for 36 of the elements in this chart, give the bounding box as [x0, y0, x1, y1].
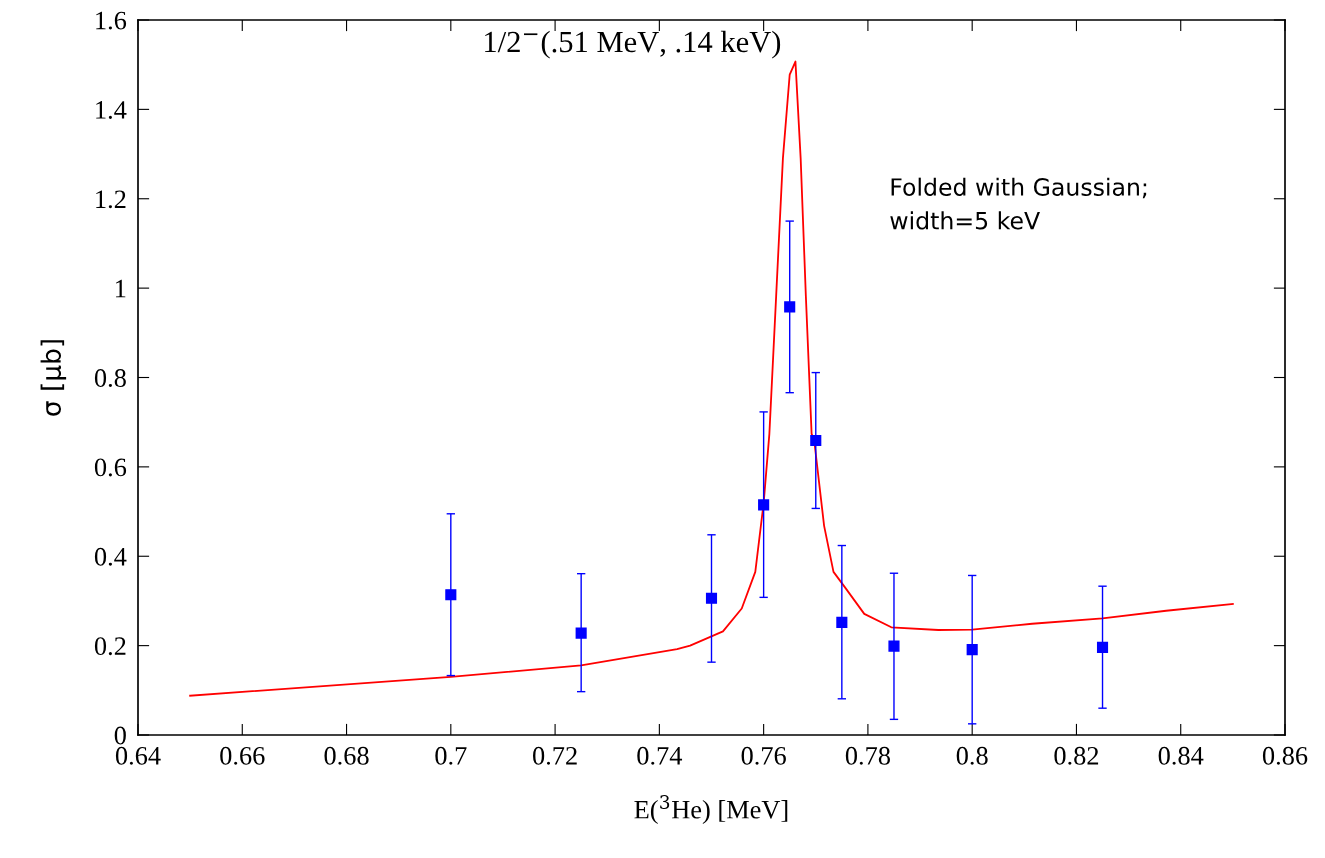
point — [758, 499, 770, 511]
y-tick-label: 1.6 — [96, 11, 127, 30]
x-tick-label: 0.84 — [1158, 746, 1204, 765]
y-tick-label: 0.6 — [94, 458, 127, 477]
point — [705, 592, 718, 604]
x-tick-label: 0.82 — [1054, 746, 1099, 765]
point — [1096, 641, 1109, 653]
x-tick-label: 0.68 — [324, 746, 369, 765]
y-tick-label: 1.2 — [96, 190, 126, 209]
x-tick-label: 0.72 — [533, 746, 577, 765]
y-tick-label: 1.4 — [96, 101, 127, 119]
x-tick-label: 0.74 — [637, 746, 683, 765]
point — [810, 434, 822, 447]
point — [836, 616, 848, 628]
y-axis-title: σ [μb] — [40, 340, 67, 416]
y-tick-label: 0 — [114, 726, 126, 745]
point — [575, 627, 587, 639]
x-tick-label: 0.8 — [956, 746, 988, 765]
y-tick-label: 0.4 — [94, 547, 127, 566]
point — [445, 589, 457, 601]
x-tick-label: 0.76 — [741, 746, 786, 765]
point — [966, 644, 978, 656]
x-tick-label: 0.7 — [435, 746, 467, 765]
annotation: Folded with Gaussian; width=5 keV — [890, 177, 1147, 230]
line-series — [189, 60, 1234, 697]
annotation: 1/2$^{−}$(.51 MeV, .14 keV) — [485, 30, 781, 59]
x-tick-label: 0.86 — [1262, 746, 1308, 765]
x-axis-title: E($^{3}$He) [MeV] — [634, 795, 788, 824]
y-tick-label: 0.2 — [94, 637, 126, 656]
y-tick-label: 0.8 — [94, 369, 126, 388]
point — [888, 640, 900, 652]
x-tick-label: 0.66 — [220, 746, 265, 765]
x-tick-label: 0.64 — [115, 746, 161, 765]
y-tick-label: 1 — [116, 279, 126, 298]
x-tick-label: 0.78 — [845, 746, 890, 765]
point — [784, 301, 796, 313]
